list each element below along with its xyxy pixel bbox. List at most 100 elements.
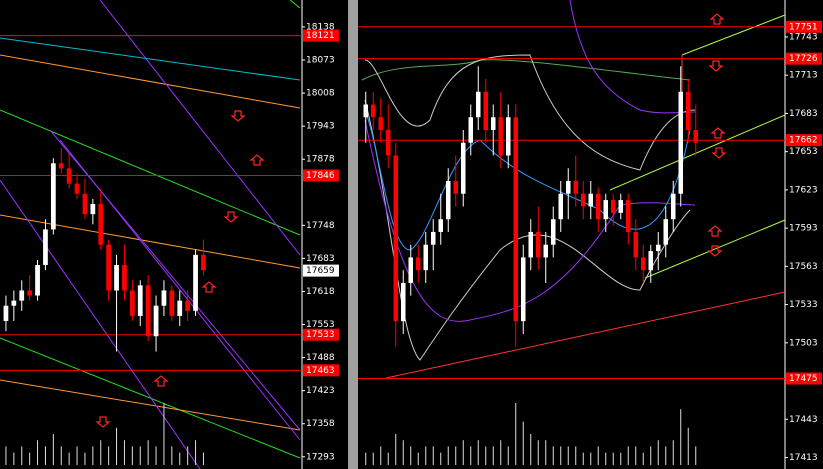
y-tick-label: 17563 [789,262,818,272]
level-label: 17475 [789,374,818,384]
down-arrow [707,245,723,257]
candle-body [543,244,548,258]
candle-body [19,290,25,301]
trendline [0,54,301,109]
candle-body [626,200,631,232]
trendline [0,214,301,269]
y-tick-label: 17413 [789,453,818,463]
candle-body [82,193,88,215]
candle-body [201,254,206,271]
level-label: 17751 [789,22,818,32]
candle-body [686,91,691,130]
level-label: 17533 [306,330,335,340]
left-trendlines [0,0,301,469]
candle-body [573,180,578,194]
candle-body [671,193,676,220]
down-arrow [95,416,111,428]
band [364,54,696,171]
y-tick-label: 17683 [789,109,818,119]
candle-body [114,265,119,291]
level-label-box [786,372,822,385]
y-tick-label: 17423 [306,386,335,396]
candle-body [66,168,72,184]
up-arrow [710,127,726,139]
level-label: 18121 [306,31,335,41]
y-tick-label: 17623 [789,185,818,195]
trendline [0,37,301,81]
band [569,0,696,114]
candle-body [386,129,391,156]
candle-body [588,193,593,207]
candle-body [401,282,406,322]
trendline [681,14,786,56]
trendline [644,219,786,279]
candle-body [581,193,586,207]
candle-body [528,231,533,258]
down-arrow [711,147,727,159]
y-tick-label: 17943 [306,122,335,132]
pane-separator [348,0,358,469]
trendline [385,291,786,379]
up-arrow [709,13,725,25]
candle-body [393,155,398,322]
candle-body [566,180,571,194]
trendline [609,114,786,191]
candle-body [438,219,443,232]
candle-body [43,229,48,266]
candle-body [693,129,698,143]
candle-body [663,219,668,245]
band [364,119,696,322]
y-tick-label: 17293 [306,452,335,462]
candle-body [468,117,473,143]
level-label: 17846 [306,171,335,181]
y-tick-label: 17533 [789,300,818,310]
candle-body [648,251,653,271]
candle-body [193,254,198,311]
candle-body [536,231,541,258]
candle-body [11,300,17,306]
candle-body [408,257,413,283]
up-arrow [201,281,217,293]
candle-body [416,257,421,271]
candle-body [106,244,112,291]
y-tick-label: 18073 [306,56,335,66]
candle-body [558,193,563,220]
candle-body [145,285,151,337]
candle-body [185,300,191,311]
candle-body [98,203,104,245]
y-tick-label: 17488 [306,353,335,363]
candle-body [603,200,608,220]
candle-body [618,200,623,213]
candle-body [153,305,159,337]
candle-body [641,257,646,271]
trendline [0,109,301,236]
candle-body [90,203,96,215]
candle-body [678,91,683,194]
candle-body [506,117,511,156]
y-tick-label: 18008 [306,89,335,99]
candle-body [177,300,183,316]
level-label-box [786,20,822,33]
y-tick-label: 17358 [306,419,335,429]
candle-body [74,183,80,194]
candle-body [371,104,376,118]
indicator [361,59,691,81]
candle-body [446,180,451,220]
candle-body [50,163,56,230]
candle-body [363,104,368,118]
candle-body [137,285,143,316]
candle-body [521,257,526,322]
candle-body [551,219,556,245]
trendline [0,379,301,431]
candle-body [596,193,601,220]
up-arrow [153,375,169,387]
trendline [59,139,301,441]
trendline [0,337,301,459]
up-arrow [249,154,265,166]
y-tick-label: 18138 [306,22,335,32]
candle-body [483,91,488,130]
trendline [99,0,301,256]
